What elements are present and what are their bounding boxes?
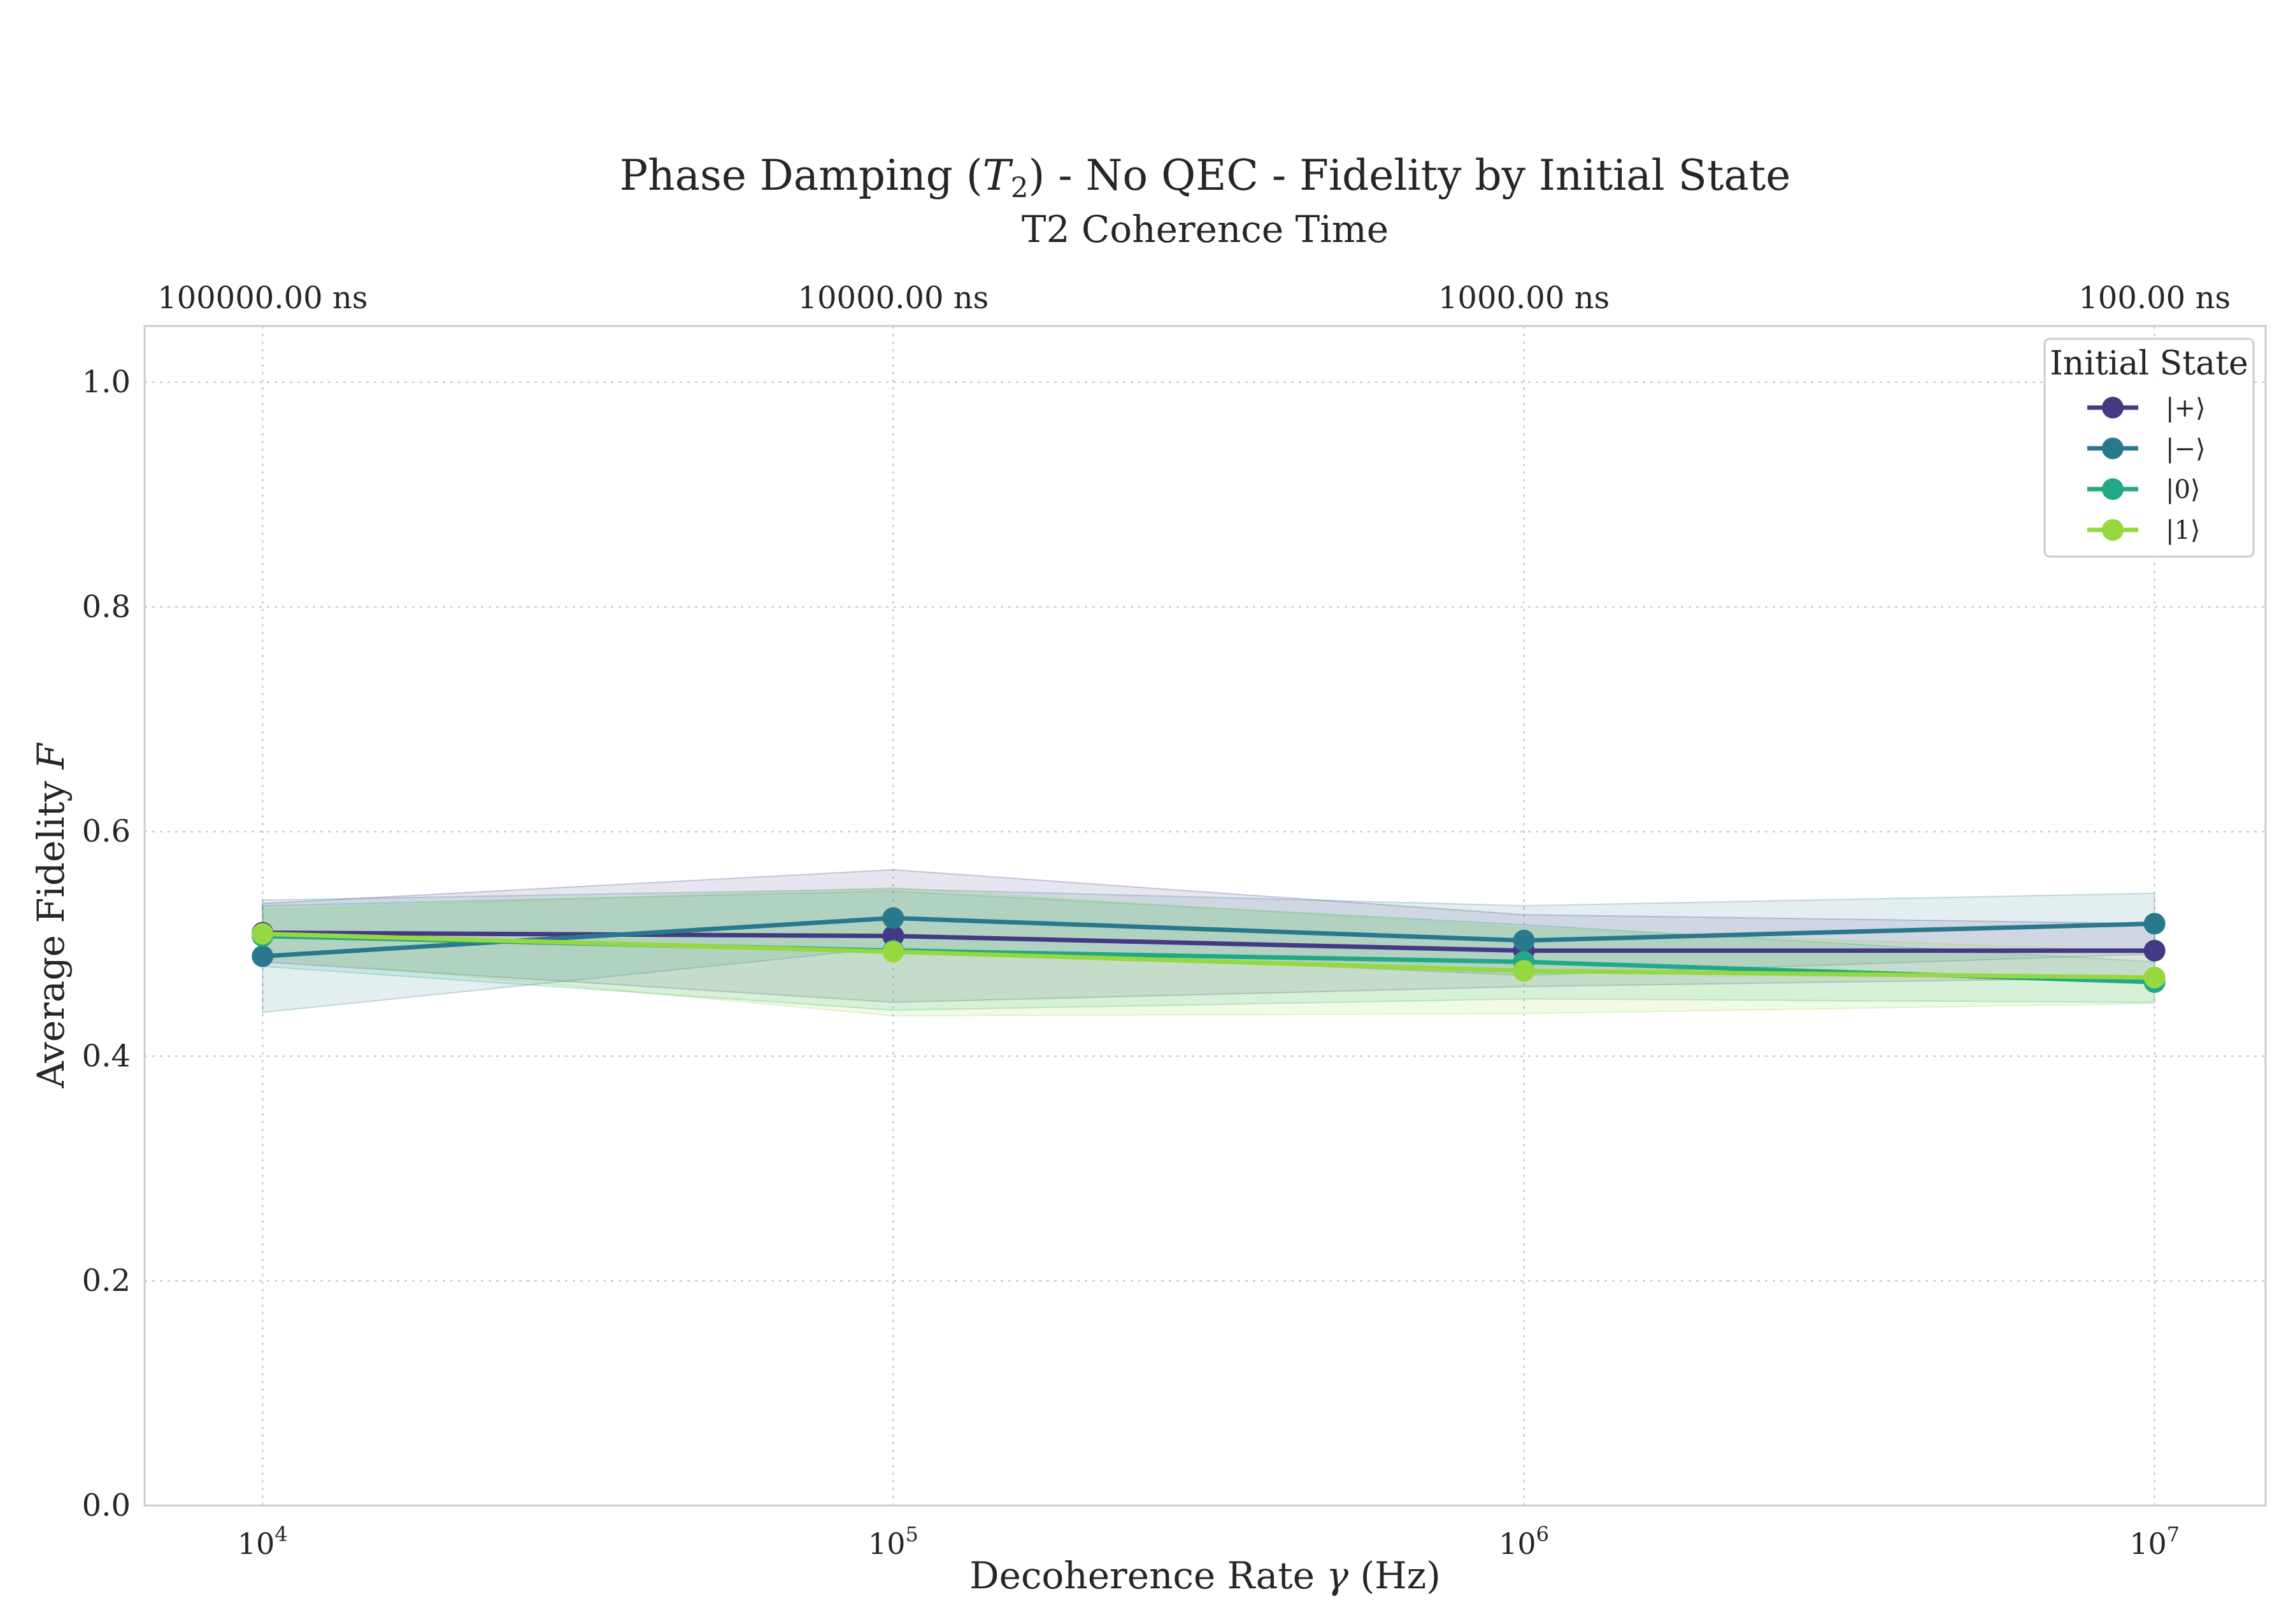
data-point — [2143, 913, 2166, 935]
y-tick-label: 0.2 — [82, 1263, 131, 1299]
series-markers — [252, 907, 2166, 994]
plot-frame — [143, 325, 2267, 1507]
x-tick-label: 104 — [238, 1522, 288, 1561]
data-point — [1513, 960, 1535, 982]
y-tick-label: 0.0 — [82, 1488, 131, 1523]
top-tick-label: 1000.00 ns — [1438, 280, 1610, 316]
legend-label: |0⟩ — [2166, 475, 2201, 504]
legend-title: Initial State — [2050, 345, 2248, 383]
confidence-band — [262, 890, 2155, 1011]
confidence-bands — [262, 869, 2155, 1017]
chart-title: Phase Damping (T2) - No QEC - Fidelity b… — [620, 151, 1791, 204]
secondary-axis-label: T2 Coherence Time — [1022, 208, 1389, 251]
data-point — [1513, 929, 1535, 951]
y-tick-label: 0.4 — [82, 1038, 131, 1074]
x-tick-label: 105 — [868, 1522, 918, 1561]
series-line — [262, 916, 2155, 958]
x-axis-label: Decoherence Rate γ (Hz) — [969, 1554, 1441, 1597]
legend-box — [2043, 338, 2255, 558]
y-axis-label: Average Fidelity F — [29, 743, 73, 1089]
legend: Initial State |+⟩ |−⟩ |0⟩ |1⟩ — [2043, 338, 2255, 558]
x-tick-label: 107 — [2129, 1522, 2180, 1561]
data-point — [882, 907, 904, 929]
x-tick-label: 106 — [1499, 1522, 1549, 1561]
data-point — [882, 941, 904, 963]
legend-marker — [2102, 397, 2124, 418]
data-point — [2143, 967, 2166, 989]
series-line — [262, 931, 2155, 980]
y-tick-label: 0.6 — [82, 814, 131, 850]
series-lines — [262, 916, 2155, 985]
legend-marker — [2102, 438, 2124, 459]
confidence-band — [262, 887, 2155, 1017]
legend-label: |+⟩ — [2166, 394, 2206, 423]
data-point — [252, 945, 274, 967]
legend-items: |+⟩ |−⟩ |0⟩ |1⟩ — [2087, 394, 2206, 545]
top-tick-label: 100000.00 ns — [157, 280, 368, 316]
data-point — [2143, 939, 2166, 962]
legend-label: |−⟩ — [2166, 434, 2206, 464]
legend-label: |1⟩ — [2166, 516, 2201, 545]
y-tick-label: 0.8 — [82, 589, 131, 625]
y-tick-label: 1.0 — [82, 364, 131, 400]
top-tick-label: 100.00 ns — [2078, 280, 2231, 316]
axis-ticks: 0.0 0.2 0.4 0.6 0.8 1.0 104 100000.00 ns 105 1000… — [82, 280, 2231, 1561]
data-point — [252, 923, 274, 945]
top-tick-label: 10000.00 ns — [797, 280, 989, 316]
series-line — [262, 930, 2155, 953]
legend-marker — [2102, 478, 2124, 500]
legend-marker — [2102, 519, 2124, 541]
